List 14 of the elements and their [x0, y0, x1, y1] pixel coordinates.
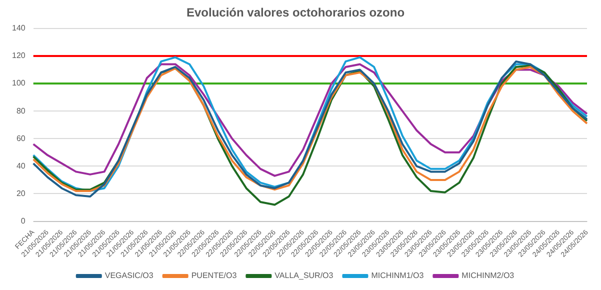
y-tick-label: 120 [12, 51, 26, 60]
y-tick-label: 80 [16, 106, 26, 116]
chart-title: Evolución valores octohorarios ozono [186, 6, 405, 20]
y-tick-label: 60 [16, 134, 26, 143]
y-tick-label: 20 [16, 188, 26, 198]
legend-label: MICHINM2/O3 [462, 271, 515, 280]
legend-label: MICHINM1/O3 [371, 271, 424, 280]
y-tick-label: 0 [20, 216, 26, 226]
y-tick-label: 40 [16, 161, 26, 170]
legend-label: PUENTE/O3 [191, 271, 238, 280]
y-tick-label: 140 [12, 24, 26, 33]
legend-label: VALLA_SUR/O3 [274, 271, 334, 280]
legend-label: VEGASIC/O3 [104, 271, 154, 280]
y-tick-label: 100 [12, 78, 26, 88]
